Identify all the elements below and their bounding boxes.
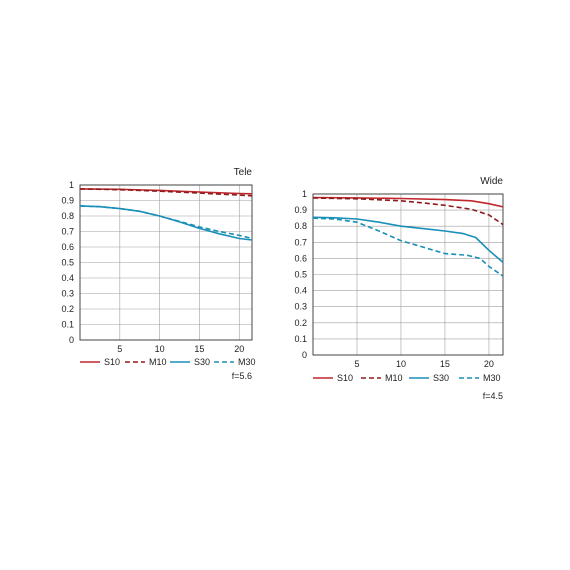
wide-legend-label-m30: M30 bbox=[483, 373, 501, 383]
wide-xtick-label: 20 bbox=[484, 359, 494, 369]
wide-xtick-label: 15 bbox=[440, 359, 450, 369]
tele-legend-label-m30: M30 bbox=[238, 357, 256, 367]
wide-legend-label-s10: S10 bbox=[337, 373, 353, 383]
tele-ytick-label: 0.4 bbox=[61, 273, 74, 283]
tele-ytick-label: 0.9 bbox=[61, 196, 74, 206]
wide-series-m10 bbox=[312, 197, 504, 226]
wide-series-m30 bbox=[312, 217, 504, 277]
wide-aperture-note: f=4.5 bbox=[483, 391, 503, 401]
tele-series bbox=[79, 188, 253, 241]
tele-ytick-label: 1 bbox=[69, 180, 74, 190]
tele-series-m30 bbox=[79, 205, 253, 240]
tele-series-m10 bbox=[79, 188, 253, 197]
tele-grid bbox=[79, 184, 253, 341]
wide-grid bbox=[312, 193, 504, 356]
wide-ytick-label: 0.7 bbox=[294, 237, 307, 247]
wide-ytick-label: 0.3 bbox=[294, 302, 307, 312]
tele-xtick-label: 5 bbox=[117, 344, 122, 354]
wide-series-s30 bbox=[312, 216, 504, 264]
tele-legend: S10 M10 S30 M30 bbox=[80, 357, 256, 367]
tele-ytick-label: 0.5 bbox=[61, 258, 74, 268]
wide-legend: S10 M10 S30 M30 bbox=[313, 373, 501, 383]
wide-ytick-label: 0 bbox=[302, 350, 307, 360]
wide-ytick-label: 0.6 bbox=[294, 253, 307, 263]
wide-ytick-label: 0.8 bbox=[294, 221, 307, 231]
tele-xtick-label: 10 bbox=[155, 344, 165, 354]
wide-ytick-label: 0.1 bbox=[294, 334, 307, 344]
wide-ytick-label: 0.9 bbox=[294, 205, 307, 215]
wide-xtick-label: 5 bbox=[354, 359, 359, 369]
tele-ticks: 00.10.20.30.40.50.60.70.80.915 10 15 20 bbox=[61, 180, 244, 354]
wide-ytick-label: 0.2 bbox=[294, 318, 307, 328]
wide-plot-frame bbox=[312, 193, 504, 356]
tele-ytick-label: 0.6 bbox=[61, 242, 74, 252]
tele-ytick-label: 0.8 bbox=[61, 211, 74, 221]
tele-xtick-label: 15 bbox=[194, 344, 204, 354]
tele-ytick-label: 0.1 bbox=[61, 320, 74, 330]
wide-legend-label-s30: S30 bbox=[433, 373, 449, 383]
tele-chart-title: Tele bbox=[234, 167, 253, 178]
wide-ytick-label: 0.4 bbox=[294, 286, 307, 296]
wide-chart-title: Wide bbox=[480, 176, 503, 187]
tele-ytick-label: 0.2 bbox=[61, 304, 74, 314]
tele-legend-label-m10: M10 bbox=[149, 357, 167, 367]
tele-chart: Tele 00.10.20.30.40.50.60.70.80.915 10 15 2… bbox=[61, 167, 255, 381]
wide-legend-label-m10: M10 bbox=[385, 373, 403, 383]
tele-ytick-label: 0.7 bbox=[61, 227, 74, 237]
tele-plot-frame bbox=[79, 184, 253, 341]
wide-series bbox=[312, 196, 504, 277]
tele-ytick-label: 0 bbox=[69, 335, 74, 345]
tele-ytick-label: 0.3 bbox=[61, 289, 74, 299]
wide-ticks: 00.10.20.30.40.50.60.70.80.915 10 15 20 bbox=[294, 189, 493, 369]
wide-xtick-label: 10 bbox=[396, 359, 406, 369]
wide-ytick-label: 1 bbox=[302, 189, 307, 199]
wide-ytick-label: 0.5 bbox=[294, 270, 307, 280]
tele-legend-label-s30: S30 bbox=[194, 357, 210, 367]
tele-series-s30 bbox=[79, 205, 253, 241]
wide-series-s10 bbox=[312, 196, 504, 208]
wide-chart: Wide 00.10.20.30.40.50.60.70.80.915 10 15 2… bbox=[294, 176, 504, 401]
tele-aperture-note: f=5.6 bbox=[232, 371, 252, 381]
tele-xtick-label: 20 bbox=[234, 344, 244, 354]
tele-legend-label-s10: S10 bbox=[104, 357, 120, 367]
